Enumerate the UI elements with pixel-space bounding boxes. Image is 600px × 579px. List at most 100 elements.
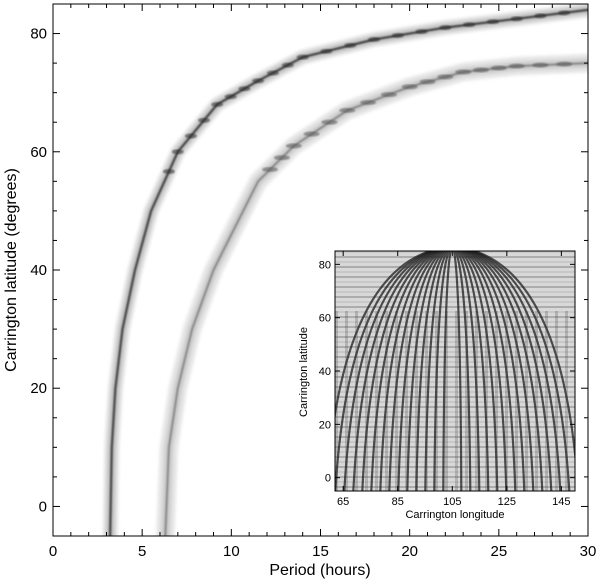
inset-stripe: [335, 436, 575, 438]
ridge-2-blob: [556, 61, 573, 67]
ridge-2-blob: [339, 107, 356, 113]
ridge-1-blob: [238, 86, 251, 92]
inset-stripe: [335, 331, 575, 333]
inset-curve: [433, 251, 451, 491]
inset-heatmap-marks: [335, 251, 575, 491]
inset-band: [565, 311, 568, 491]
inset-stripe: [335, 301, 575, 303]
ridge-2-blob: [273, 155, 290, 161]
inset-stripe: [335, 386, 575, 388]
main-y-tick-label: 40: [30, 262, 47, 279]
inset-stripe: [335, 456, 575, 458]
inset-stripe: [335, 286, 575, 288]
ridge-1-blob: [252, 78, 265, 84]
inset-curve: [471, 251, 562, 491]
inset-curve: [466, 251, 535, 491]
inset-band: [525, 311, 528, 491]
inset-band: [355, 311, 358, 491]
inset-stripe: [335, 281, 575, 283]
main-x-tick-label: 5: [138, 543, 146, 560]
ridge-2-blob: [401, 84, 418, 90]
ridge-2-blob: [285, 143, 302, 149]
ridge-1-blob: [211, 102, 224, 107]
ridge-2-blob: [532, 62, 549, 68]
inset-x-axis-label: Carrington longitude: [405, 509, 504, 521]
main-y-tick-label: 60: [30, 144, 47, 161]
main-x-tick-label: 30: [580, 543, 597, 560]
ridge-2-blob: [490, 65, 507, 71]
ridge-1-blob: [281, 62, 294, 68]
inset-y-tick-label: 20: [319, 419, 331, 431]
ridge-1-blob: [391, 33, 404, 38]
inset-curve: [452, 251, 463, 491]
ridge-1-blob: [558, 10, 571, 16]
main-y-axis-label: Carrington latitude (degrees): [3, 168, 20, 372]
inset-stripe: [335, 451, 575, 453]
main-x-tick-label: 20: [401, 543, 418, 560]
inset-stripe: [335, 336, 575, 338]
inset-stripe: [335, 296, 575, 298]
inset-stripe: [335, 306, 575, 308]
inset-curve: [370, 251, 439, 491]
ridge-1-blob: [171, 149, 184, 155]
main-x-tick-label: 0: [49, 543, 57, 560]
inset-curve: [335, 251, 431, 422]
inset-band: [375, 311, 378, 491]
main-y-tick-label: 80: [30, 26, 47, 43]
inset-stripe: [335, 471, 575, 473]
inset-curve: [469, 251, 553, 491]
inset-curve: [454, 251, 472, 491]
inset-stripe: [335, 341, 575, 343]
inset-curve: [472, 251, 571, 491]
ridge-2-blob: [508, 63, 525, 69]
inset-curve: [464, 251, 526, 491]
inset-heatmap-panel: 65 85 105 125 145 0 20 40 60 80 Carrington longit…: [298, 250, 576, 521]
inset-stripe: [335, 476, 575, 478]
inset-stripe: [335, 356, 575, 358]
inset-stripe: [335, 396, 575, 398]
main-x-tick-label: 15: [312, 543, 329, 560]
inset-stripe: [335, 326, 575, 328]
ridge-1-blob: [486, 19, 499, 25]
inset-x-tick-label: 65: [337, 496, 349, 508]
inset-band: [555, 311, 558, 491]
ridge-1-blob: [439, 25, 452, 31]
inset-band: [345, 311, 348, 491]
inset-band: [465, 311, 468, 491]
inset-stripe: [335, 446, 575, 448]
inset-x-tick-label: 105: [443, 496, 461, 508]
inset-curve: [456, 251, 481, 491]
ridge-1-blob: [344, 42, 357, 48]
inset-axis-ticks: 65 85 105 125 145 0 20 40 60 80: [319, 251, 575, 508]
main-x-tick-label: 10: [223, 543, 240, 560]
inset-band: [425, 311, 428, 491]
inset-band: [385, 311, 388, 491]
inset-curve: [424, 251, 449, 491]
inset-x-tick-label: 145: [552, 496, 570, 508]
inset-curve: [459, 251, 499, 491]
inset-curve: [388, 251, 442, 491]
main-axis-ticks: 0 5 10 15 20 25 30 0 20 40 60 80: [30, 3, 597, 560]
inset-curve: [462, 251, 517, 491]
inset-band: [435, 311, 438, 491]
inset-band: [415, 311, 418, 491]
inset-y-tick-label: 0: [325, 473, 331, 485]
main-x-axis-label: Period (hours): [269, 562, 370, 579]
inset-band: [395, 311, 398, 491]
inset-stripe: [335, 291, 575, 293]
ridge-1-blob: [415, 29, 428, 35]
inset-stripe: [335, 321, 575, 323]
main-heatmap-marks: [103, 4, 588, 536]
inset-curve: [474, 251, 575, 465]
inset-band: [505, 311, 508, 491]
inset-stripe: [335, 406, 575, 408]
inset-curve: [335, 251, 432, 491]
inset-curve: [343, 251, 434, 491]
inset-stripe: [335, 351, 575, 353]
ridge-1-blob: [198, 117, 210, 123]
ridge-1-blob: [184, 133, 197, 139]
inset-stripe: [335, 466, 575, 468]
inset-band: [365, 311, 368, 491]
inset-y-axis-label: Carrington latitude: [298, 327, 310, 417]
main-x-tick-label: 25: [490, 543, 507, 560]
